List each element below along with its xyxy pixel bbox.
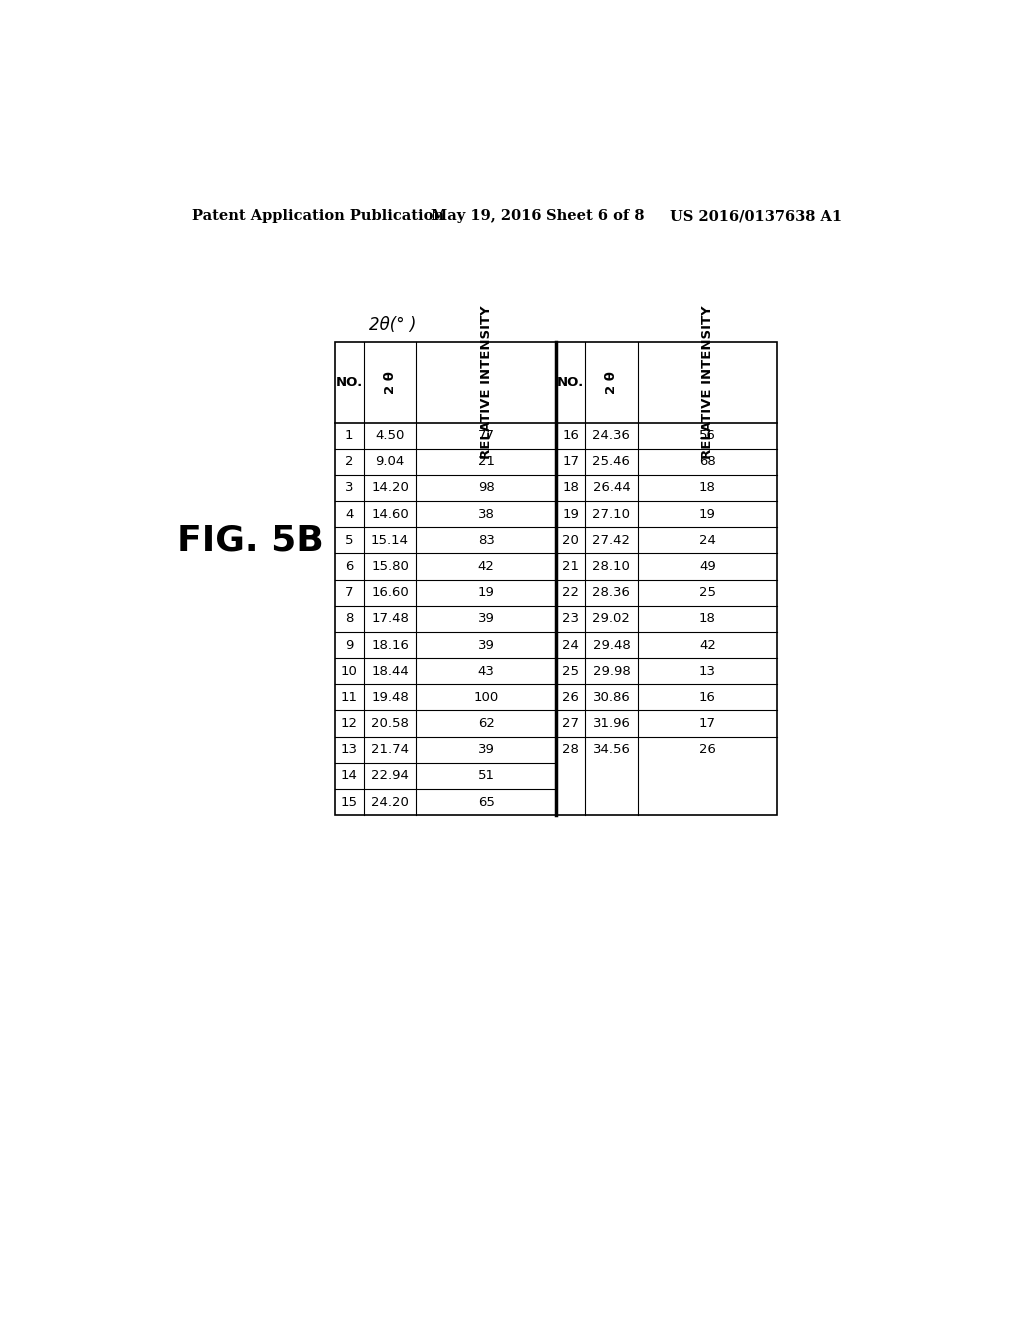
Text: 18.16: 18.16 <box>371 639 409 652</box>
Text: 26.44: 26.44 <box>593 482 631 495</box>
Text: 15.80: 15.80 <box>371 560 409 573</box>
Text: 68: 68 <box>699 455 716 469</box>
Text: 30.86: 30.86 <box>593 690 631 704</box>
Text: May 19, 2016: May 19, 2016 <box>431 209 542 223</box>
Text: 18: 18 <box>562 482 579 495</box>
Text: RELATIVE INTENSITY: RELATIVE INTENSITY <box>479 305 493 459</box>
Text: 4.50: 4.50 <box>376 429 404 442</box>
Bar <box>335 342 556 816</box>
Text: 16: 16 <box>562 429 579 442</box>
Text: 2θ(° ): 2θ(° ) <box>369 315 416 334</box>
Text: 18: 18 <box>699 612 716 626</box>
Text: 17: 17 <box>699 717 716 730</box>
Text: 28.10: 28.10 <box>593 560 631 573</box>
Text: 18: 18 <box>699 482 716 495</box>
Text: 65: 65 <box>477 796 495 809</box>
Text: 8: 8 <box>345 612 353 626</box>
Text: 22.94: 22.94 <box>371 770 409 783</box>
Text: 19: 19 <box>477 586 495 599</box>
Text: 3: 3 <box>345 482 353 495</box>
Text: 77: 77 <box>477 429 495 442</box>
Text: 25: 25 <box>699 586 716 599</box>
Text: 4: 4 <box>345 508 353 520</box>
Text: 23: 23 <box>562 612 580 626</box>
Text: 17.48: 17.48 <box>371 612 409 626</box>
Text: NO.: NO. <box>557 376 585 388</box>
Text: 24.36: 24.36 <box>593 429 631 442</box>
Text: 19: 19 <box>699 508 716 520</box>
Text: 29.98: 29.98 <box>593 665 631 677</box>
Text: 15: 15 <box>341 796 357 809</box>
Text: 31.96: 31.96 <box>593 717 631 730</box>
Text: 98: 98 <box>478 482 495 495</box>
Text: 34.56: 34.56 <box>593 743 631 756</box>
Text: 20: 20 <box>562 533 579 546</box>
Text: 19.48: 19.48 <box>371 690 409 704</box>
Text: FIG. 5B: FIG. 5B <box>176 524 324 557</box>
Text: 25: 25 <box>562 665 580 677</box>
Text: 2 θ: 2 θ <box>605 371 617 393</box>
Text: 11: 11 <box>341 690 357 704</box>
Text: 22: 22 <box>562 586 580 599</box>
Text: 14.60: 14.60 <box>371 508 409 520</box>
Text: 28: 28 <box>562 743 579 756</box>
Text: 39: 39 <box>477 612 495 626</box>
Text: 14: 14 <box>341 770 357 783</box>
Text: 16.60: 16.60 <box>371 586 409 599</box>
Text: 51: 51 <box>477 770 495 783</box>
Text: 13: 13 <box>341 743 357 756</box>
Text: Sheet 6 of 8: Sheet 6 of 8 <box>547 209 645 223</box>
Text: 62: 62 <box>477 717 495 730</box>
Text: RELATIVE INTENSITY: RELATIVE INTENSITY <box>701 305 714 459</box>
Text: 29.48: 29.48 <box>593 639 631 652</box>
Text: 16: 16 <box>699 690 716 704</box>
Text: 2: 2 <box>345 455 353 469</box>
Text: 27.10: 27.10 <box>593 508 631 520</box>
Text: 24: 24 <box>699 533 716 546</box>
Text: 56: 56 <box>699 429 716 442</box>
Text: 6: 6 <box>345 560 353 573</box>
Text: 5: 5 <box>345 533 353 546</box>
Text: 9: 9 <box>345 639 353 652</box>
Text: 38: 38 <box>477 508 495 520</box>
Text: 39: 39 <box>477 743 495 756</box>
Text: 12: 12 <box>341 717 357 730</box>
Text: 21.74: 21.74 <box>371 743 409 756</box>
Text: 17: 17 <box>562 455 580 469</box>
Text: 13: 13 <box>699 665 716 677</box>
Text: 27: 27 <box>562 717 580 730</box>
Text: 2 θ: 2 θ <box>384 371 396 393</box>
Text: 15.14: 15.14 <box>371 533 409 546</box>
Text: 42: 42 <box>477 560 495 573</box>
Text: 7: 7 <box>345 586 353 599</box>
Text: 20.58: 20.58 <box>371 717 409 730</box>
Text: 21: 21 <box>477 455 495 469</box>
Text: 19: 19 <box>562 508 579 520</box>
Text: 25.46: 25.46 <box>593 455 631 469</box>
Text: 83: 83 <box>477 533 495 546</box>
Text: 9.04: 9.04 <box>376 455 404 469</box>
Text: 18.44: 18.44 <box>371 665 409 677</box>
Text: 43: 43 <box>477 665 495 677</box>
Text: US 2016/0137638 A1: US 2016/0137638 A1 <box>670 209 842 223</box>
Text: 28.36: 28.36 <box>593 586 631 599</box>
Text: 24.20: 24.20 <box>371 796 409 809</box>
Text: 26: 26 <box>562 690 579 704</box>
Text: 39: 39 <box>477 639 495 652</box>
Text: 49: 49 <box>699 560 716 573</box>
Text: 14.20: 14.20 <box>371 482 409 495</box>
Text: 21: 21 <box>562 560 580 573</box>
Text: 26: 26 <box>699 743 716 756</box>
Text: 27.42: 27.42 <box>593 533 631 546</box>
Text: Patent Application Publication: Patent Application Publication <box>193 209 444 223</box>
Text: NO.: NO. <box>336 376 362 388</box>
Text: 24: 24 <box>562 639 579 652</box>
Text: 42: 42 <box>699 639 716 652</box>
Bar <box>556 342 777 816</box>
Text: 1: 1 <box>345 429 353 442</box>
Text: 29.02: 29.02 <box>593 612 631 626</box>
Text: 10: 10 <box>341 665 357 677</box>
Text: 100: 100 <box>473 690 499 704</box>
